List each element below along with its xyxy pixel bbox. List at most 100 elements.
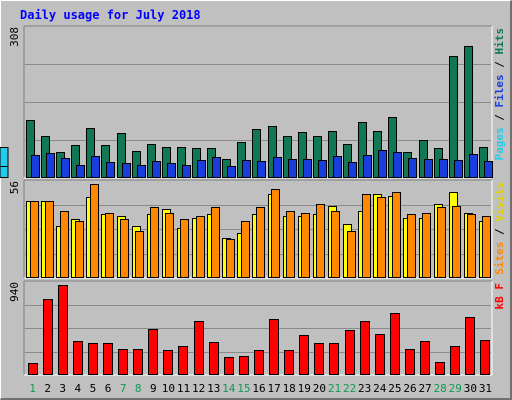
bar-kb-f-day-2 bbox=[43, 299, 53, 375]
bar-kb-f-day-3 bbox=[58, 285, 68, 375]
panel-3-legend: kB F bbox=[493, 283, 506, 310]
bar-sites-day-13 bbox=[211, 207, 220, 278]
bar-files-day-6 bbox=[106, 162, 115, 178]
bar-files-day-1 bbox=[31, 155, 40, 178]
bar-kb-f-day-15 bbox=[239, 356, 249, 375]
bar-kb-f-day-27 bbox=[420, 341, 430, 375]
x-tick-label-day-22: 22 bbox=[343, 382, 356, 395]
x-tick-label-day-23: 23 bbox=[358, 382, 371, 395]
legend-sites: Sites bbox=[493, 242, 506, 275]
bar-files-day-21 bbox=[333, 156, 342, 178]
bar-files-day-15 bbox=[242, 160, 251, 178]
x-tick-label-day-28: 28 bbox=[434, 382, 447, 395]
bar-files-day-28 bbox=[439, 159, 448, 178]
x-tick-label-day-8: 8 bbox=[135, 382, 142, 395]
bar-sites-day-30 bbox=[467, 214, 476, 278]
bar-files-day-20 bbox=[318, 160, 327, 178]
x-tick-label-day-24: 24 bbox=[373, 382, 387, 395]
bar-kb-f-day-1 bbox=[28, 363, 38, 375]
bar-files-day-26 bbox=[408, 158, 417, 178]
bar-sites-day-21 bbox=[331, 211, 340, 278]
bar-kb-f-day-20 bbox=[314, 343, 324, 375]
bar-hits-day-21 bbox=[328, 131, 337, 178]
bar-sites-day-29 bbox=[452, 206, 461, 278]
bar-kb-f-day-11 bbox=[178, 346, 188, 375]
bar-kb-f-day-29 bbox=[450, 346, 460, 375]
bar-files-day-25 bbox=[393, 152, 402, 178]
bar-hits-day-11 bbox=[177, 147, 186, 178]
x-tick-label-day-6: 6 bbox=[105, 382, 112, 395]
bar-sites-day-10 bbox=[165, 213, 174, 278]
bar-files-day-7 bbox=[122, 163, 131, 178]
bar-sites-day-5 bbox=[90, 184, 99, 278]
bar-sites-day-18 bbox=[286, 211, 295, 278]
bar-sites-day-19 bbox=[301, 213, 310, 278]
bar-files-day-29 bbox=[454, 160, 463, 178]
bar-pages-day-31 bbox=[0, 166, 9, 178]
bar-files-day-18 bbox=[288, 159, 297, 178]
x-tick-label-day-16: 16 bbox=[252, 382, 265, 395]
x-tick-label-day-18: 18 bbox=[283, 382, 296, 395]
x-tick-label-day-12: 12 bbox=[192, 382, 205, 395]
bar-hits-day-8 bbox=[132, 151, 141, 178]
x-tick-label-day-17: 17 bbox=[267, 382, 280, 395]
bar-hits-day-7 bbox=[117, 133, 126, 178]
bar-files-day-9 bbox=[152, 161, 161, 178]
bar-hits-day-19 bbox=[298, 132, 307, 178]
bar-sites-day-7 bbox=[120, 219, 129, 278]
bar-kb-f-day-18 bbox=[284, 350, 294, 375]
x-tick-label-day-14: 14 bbox=[222, 382, 236, 395]
bar-sites-day-14 bbox=[226, 239, 235, 278]
bar-sites-day-27 bbox=[422, 213, 431, 278]
x-tick-label-day-1: 1 bbox=[29, 382, 36, 395]
x-tick-label-day-11: 11 bbox=[177, 382, 190, 395]
x-tick-label-day-13: 13 bbox=[207, 382, 220, 395]
panel-2-legend: Sites / Visits bbox=[493, 182, 506, 275]
bar-files-day-17 bbox=[273, 157, 282, 178]
bar-files-day-30 bbox=[469, 154, 478, 178]
bar-kb-f-day-25 bbox=[390, 313, 400, 375]
bar-sites-day-26 bbox=[407, 214, 416, 278]
legend-hits: Hits bbox=[493, 28, 506, 55]
chart-title: Daily usage for July 2018 bbox=[20, 8, 201, 22]
bar-files-day-2 bbox=[46, 153, 55, 178]
x-tick-label-day-9: 9 bbox=[150, 382, 157, 395]
bar-hits-day-16 bbox=[252, 129, 261, 178]
bar-sites-day-28 bbox=[437, 207, 446, 278]
x-tick-label-day-4: 4 bbox=[75, 382, 82, 395]
bar-files-day-12 bbox=[197, 160, 206, 178]
bar-files-day-22 bbox=[348, 162, 357, 178]
panel-3-y-max-label: 940 bbox=[8, 282, 21, 302]
bar-hits-day-30 bbox=[464, 46, 473, 178]
bar-files-day-8 bbox=[137, 165, 146, 178]
bar-files-day-10 bbox=[167, 163, 176, 178]
bar-sites-day-12 bbox=[196, 216, 205, 278]
bar-sites-day-16 bbox=[256, 207, 265, 278]
bar-kb-f-day-21 bbox=[329, 343, 339, 375]
bar-files-day-16 bbox=[257, 161, 266, 178]
x-tick-label-day-26: 26 bbox=[403, 382, 416, 395]
bar-sites-day-31 bbox=[482, 216, 491, 278]
bar-files-day-14 bbox=[227, 166, 236, 178]
bar-kb-f-day-13 bbox=[209, 342, 219, 375]
legend-kb-f: kB F bbox=[493, 283, 506, 310]
bar-hits-day-4 bbox=[71, 145, 80, 178]
bar-hits-day-25 bbox=[388, 117, 397, 178]
bar-hits-day-6 bbox=[101, 145, 110, 178]
x-tick-label-day-29: 29 bbox=[449, 382, 462, 395]
x-tick-label-day-20: 20 bbox=[313, 382, 326, 395]
bar-kb-f-day-26 bbox=[405, 349, 415, 375]
bar-sites-day-24 bbox=[377, 197, 386, 278]
bar-kb-f-day-30 bbox=[465, 317, 475, 375]
bar-sites-day-11 bbox=[180, 219, 189, 278]
x-tick-label-day-10: 10 bbox=[162, 382, 175, 395]
bar-kb-f-day-9 bbox=[148, 329, 158, 375]
x-tick-label-day-5: 5 bbox=[90, 382, 97, 395]
x-tick-label-day-7: 7 bbox=[120, 382, 127, 395]
bar-hits-day-10 bbox=[162, 147, 171, 178]
bar-hits-day-18 bbox=[283, 136, 292, 178]
bar-kb-f-day-8 bbox=[133, 349, 143, 375]
bar-sites-day-17 bbox=[271, 189, 280, 278]
bar-sites-day-22 bbox=[347, 231, 356, 278]
